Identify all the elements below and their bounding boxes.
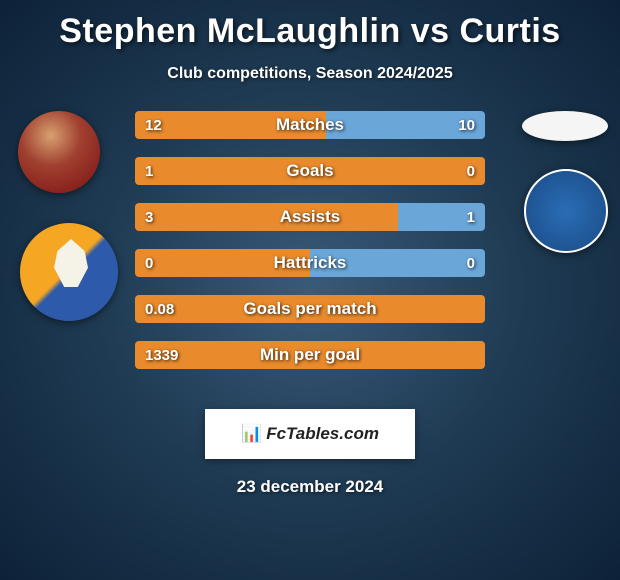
player-right-avatar xyxy=(522,111,608,141)
bar-segment-right xyxy=(310,249,485,277)
chart-icon: 📊 xyxy=(241,424,262,443)
stat-row: Min per goal1339 xyxy=(135,341,485,369)
club-left-badge xyxy=(20,223,118,321)
bar-segment-left xyxy=(135,157,485,185)
stat-value-left: 1 xyxy=(145,157,153,185)
stat-value-left: 0.08 xyxy=(145,295,174,323)
bar-segment-left xyxy=(135,295,485,323)
comparison-chart: Matches1210Goals10Assists31Hattricks00Go… xyxy=(0,111,620,391)
bar-segment-left xyxy=(135,249,310,277)
stat-row: Goals per match0.08 xyxy=(135,295,485,323)
stat-row: Assists31 xyxy=(135,203,485,231)
stat-value-right: 10 xyxy=(458,111,475,139)
stat-row: Hattricks00 xyxy=(135,249,485,277)
source-logo: 📊FcTables.com xyxy=(205,409,415,459)
player-left-avatar xyxy=(18,111,100,193)
source-logo-text: 📊FcTables.com xyxy=(241,424,379,444)
stat-value-right: 1 xyxy=(467,203,475,231)
club-right-badge xyxy=(524,169,608,253)
stat-value-left: 0 xyxy=(145,249,153,277)
stat-value-right: 0 xyxy=(467,157,475,185)
bar-segment-left xyxy=(135,341,485,369)
stat-row: Goals10 xyxy=(135,157,485,185)
date-label: 23 december 2024 xyxy=(0,477,620,497)
bar-segment-left xyxy=(135,111,326,139)
page-title: Stephen McLaughlin vs Curtis xyxy=(0,0,620,51)
stat-value-left: 1339 xyxy=(145,341,178,369)
stat-value-left: 3 xyxy=(145,203,153,231)
bar-segment-left xyxy=(135,203,398,231)
stat-row: Matches1210 xyxy=(135,111,485,139)
subtitle: Club competitions, Season 2024/2025 xyxy=(0,65,620,83)
bars-container: Matches1210Goals10Assists31Hattricks00Go… xyxy=(135,111,485,387)
stat-value-right: 0 xyxy=(467,249,475,277)
stat-value-left: 12 xyxy=(145,111,162,139)
